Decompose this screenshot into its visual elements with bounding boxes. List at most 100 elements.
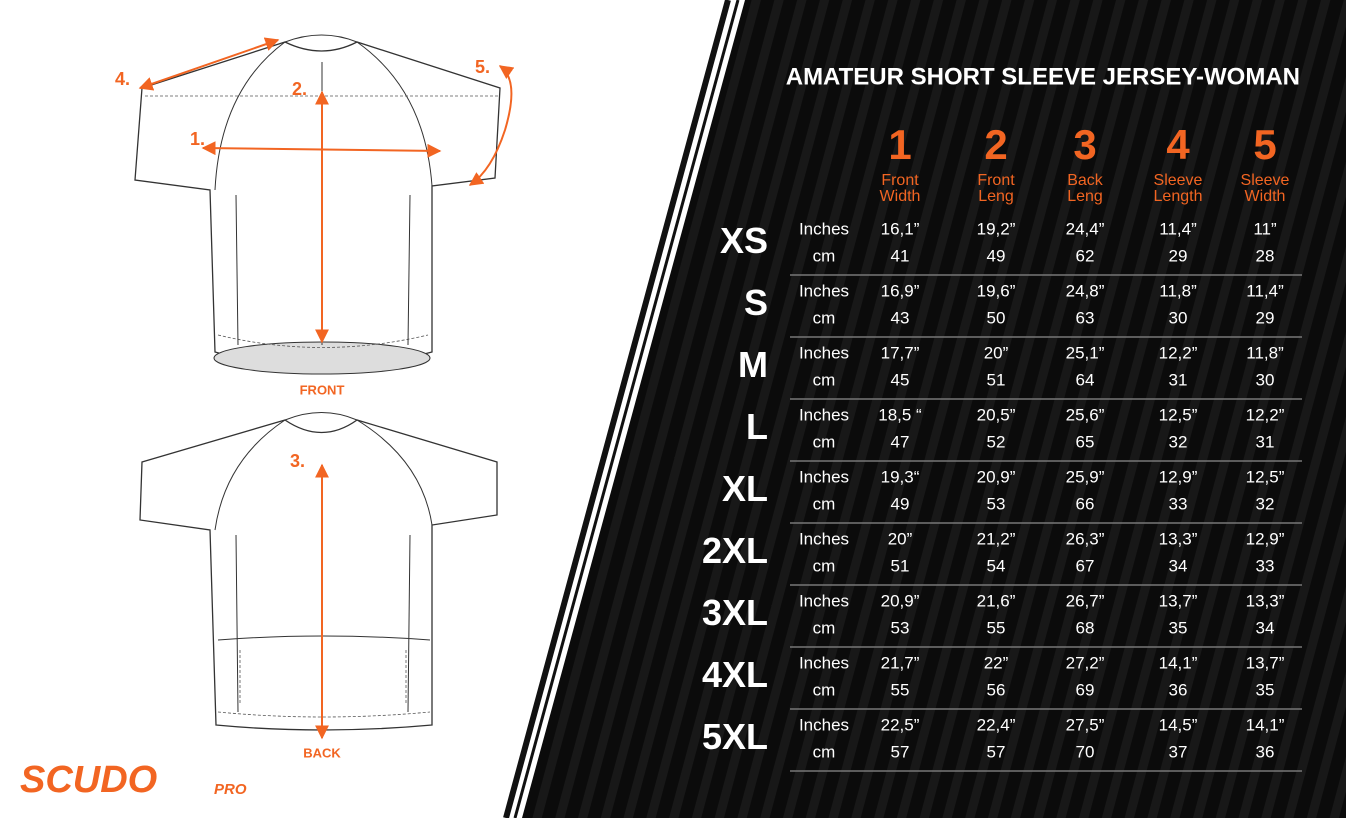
- inch-value: 12,2”: [1246, 405, 1285, 424]
- cm-value: 33: [1169, 494, 1188, 513]
- inch-value: 25,9”: [1066, 467, 1105, 486]
- cm-value: 32: [1256, 494, 1275, 513]
- column-label: Back: [1067, 172, 1104, 189]
- unit-label: cm: [813, 246, 836, 265]
- cm-value: 37: [1169, 742, 1188, 761]
- cm-value: 29: [1256, 308, 1275, 327]
- column-label: Front: [977, 172, 1015, 189]
- cm-value: 33: [1256, 556, 1275, 575]
- cm-value: 51: [987, 370, 1006, 389]
- cm-value: 65: [1076, 432, 1095, 451]
- measure-label: 5.: [475, 57, 490, 77]
- front-jersey: [134, 34, 501, 375]
- size-label: S: [744, 282, 768, 323]
- cm-value: 30: [1169, 308, 1188, 327]
- inch-value: 27,5”: [1066, 715, 1105, 734]
- inch-value: 11,4”: [1246, 281, 1284, 300]
- unit-label: Inches: [799, 529, 849, 548]
- cm-value: 28: [1256, 246, 1275, 265]
- cm-value: 64: [1076, 370, 1095, 389]
- logo-suffix: PRO: [214, 781, 247, 798]
- inch-value: 14,1”: [1246, 715, 1285, 734]
- inch-value: 16,1”: [881, 219, 920, 238]
- unit-label: Inches: [799, 405, 849, 424]
- column-number: 4: [1166, 121, 1190, 168]
- cm-value: 32: [1169, 432, 1188, 451]
- cm-value: 66: [1076, 494, 1095, 513]
- inch-value: 22”: [984, 653, 1009, 672]
- cm-value: 63: [1076, 308, 1095, 327]
- cm-value: 50: [987, 308, 1006, 327]
- cm-value: 45: [891, 370, 910, 389]
- measure-label: 2.: [292, 79, 307, 99]
- back-jersey: [139, 412, 498, 731]
- column-label: Sleeve: [1241, 172, 1290, 189]
- measure-label: 4.: [115, 69, 130, 89]
- cm-value: 69: [1076, 680, 1095, 699]
- size-label: 5XL: [702, 716, 768, 757]
- size-label: M: [738, 344, 768, 385]
- column-number: 3: [1073, 121, 1096, 168]
- inch-value: 12,9”: [1246, 529, 1285, 548]
- inch-value: 20,9”: [977, 467, 1016, 486]
- table-title: AMATEUR SHORT SLEEVE JERSEY-WOMAN: [786, 63, 1300, 90]
- cm-value: 35: [1169, 618, 1188, 637]
- inch-value: 11,8”: [1159, 281, 1197, 300]
- inch-value: 14,5”: [1159, 715, 1198, 734]
- column-label: Width: [1245, 188, 1286, 205]
- dark-panel: [522, 0, 1346, 818]
- measure-arrows: [138, 37, 515, 740]
- size-table: 1FrontWidth2FrontLeng3BackLeng4SleeveLen…: [702, 121, 1302, 772]
- cm-value: 34: [1256, 618, 1275, 637]
- unit-label: cm: [813, 432, 836, 451]
- unit-label: cm: [813, 680, 836, 699]
- size-label: 2XL: [702, 530, 768, 571]
- cm-value: 43: [891, 308, 910, 327]
- cm-value: 53: [987, 494, 1006, 513]
- column-number: 5: [1253, 121, 1276, 168]
- unit-label: Inches: [799, 715, 849, 734]
- inch-value: 12,9”: [1159, 467, 1198, 486]
- inch-value: 11,8”: [1246, 343, 1284, 362]
- inch-value: 21,7”: [881, 653, 920, 672]
- inch-value: 19,2”: [977, 219, 1016, 238]
- cm-value: 67: [1076, 556, 1095, 575]
- inch-value: 21,6”: [977, 591, 1016, 610]
- cm-value: 47: [891, 432, 910, 451]
- column-label: Width: [880, 188, 921, 205]
- unit-label: Inches: [799, 343, 849, 362]
- back-label: BACK: [303, 745, 341, 760]
- inch-value: 11”: [1253, 219, 1277, 238]
- inch-value: 20,5”: [977, 405, 1016, 424]
- cm-value: 56: [987, 680, 1006, 699]
- inch-value: 12,2”: [1159, 343, 1198, 362]
- inch-value: 17,7”: [881, 343, 920, 362]
- unit-label: cm: [813, 370, 836, 389]
- cm-value: 34: [1169, 556, 1188, 575]
- cm-value: 57: [987, 742, 1006, 761]
- column-label: Length: [1154, 188, 1203, 205]
- size-label: 4XL: [702, 654, 768, 695]
- inch-value: 27,2”: [1066, 653, 1105, 672]
- unit-label: cm: [813, 556, 836, 575]
- column-label: Leng: [978, 188, 1014, 205]
- column-label: Front: [881, 172, 919, 189]
- inch-value: 13,3”: [1246, 591, 1285, 610]
- inch-value: 22,5”: [881, 715, 920, 734]
- inch-value: 12,5”: [1159, 405, 1198, 424]
- unit-label: Inches: [799, 591, 849, 610]
- column-label: Sleeve: [1154, 172, 1203, 189]
- inch-value: 25,1”: [1066, 343, 1105, 362]
- cm-value: 62: [1076, 246, 1095, 265]
- unit-label: cm: [813, 742, 836, 761]
- cm-value: 53: [891, 618, 910, 637]
- inch-value: 20”: [888, 529, 913, 548]
- inch-value: 22,4”: [977, 715, 1016, 734]
- inch-value: 26,3”: [1066, 529, 1105, 548]
- inch-value: 21,2”: [977, 529, 1016, 548]
- inch-value: 19,3“: [881, 467, 920, 486]
- cm-value: 55: [987, 618, 1006, 637]
- inch-value: 14,1”: [1159, 653, 1198, 672]
- column-number: 1: [888, 121, 911, 168]
